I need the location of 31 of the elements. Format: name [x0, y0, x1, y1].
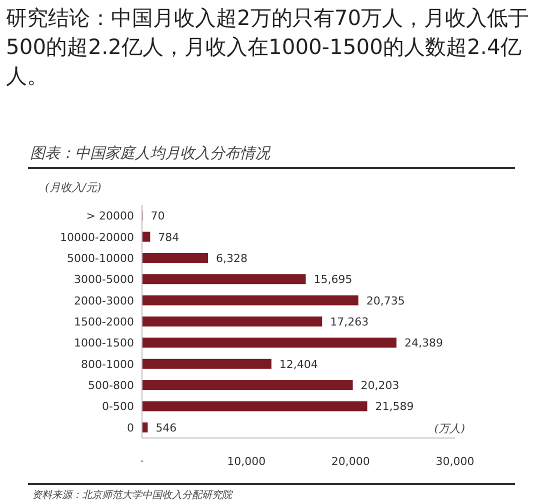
y-tick-label: 3000-5000 — [74, 273, 134, 286]
data-label: 784 — [158, 230, 180, 244]
y-tick-label: 500-800 — [88, 379, 134, 392]
y-tick-label: 2000-3000 — [74, 294, 134, 308]
data-label: 20,203 — [360, 379, 400, 392]
data-label: 70 — [150, 210, 165, 223]
data-label: 21,589 — [375, 400, 414, 414]
y-tick-label: 10000-20000 — [60, 230, 134, 244]
chart-title: 研究结论：中国月收入超2万的只有70万人，月收入低于500的超2.2亿人，月收入在1000-1500的人数超2.4亿人。 — [6, 5, 530, 90]
y-tick-label: 5000-10000 — [67, 252, 134, 265]
y-tick-label: 1000-1500 — [74, 336, 134, 350]
data-label: 12,404 — [279, 358, 318, 371]
y-tick-label: 0 — [127, 421, 134, 434]
y-tick-label: 800-1000 — [81, 358, 134, 371]
data-label: 6,328 — [216, 252, 248, 265]
y-tick-label: 0-500 — [102, 400, 134, 414]
data-label: 17,263 — [330, 316, 369, 328]
data-label: 546 — [156, 421, 177, 434]
y-tick-label: > 20000 — [86, 210, 134, 223]
x-axis-title: (万人) — [434, 422, 465, 435]
y-tick-label: 1500-2000 — [74, 316, 134, 328]
text: 资料来源：北京师范大学中国收入分配研究院 — [32, 489, 234, 501]
y-axis-title: (月收入/元) — [45, 181, 102, 194]
x-tick-label: · — [140, 455, 144, 468]
data-label: 15,695 — [314, 273, 352, 286]
chart-subtitle: 图表：中国家庭人均月收入分布情况 — [30, 144, 271, 162]
x-tick-label: 30,000 — [436, 455, 474, 468]
x-tick-label: 10,000 — [227, 455, 266, 468]
data-label: 24,389 — [404, 336, 443, 350]
x-tick-label: 20,000 — [331, 455, 370, 468]
data-label: 20,735 — [366, 294, 405, 308]
